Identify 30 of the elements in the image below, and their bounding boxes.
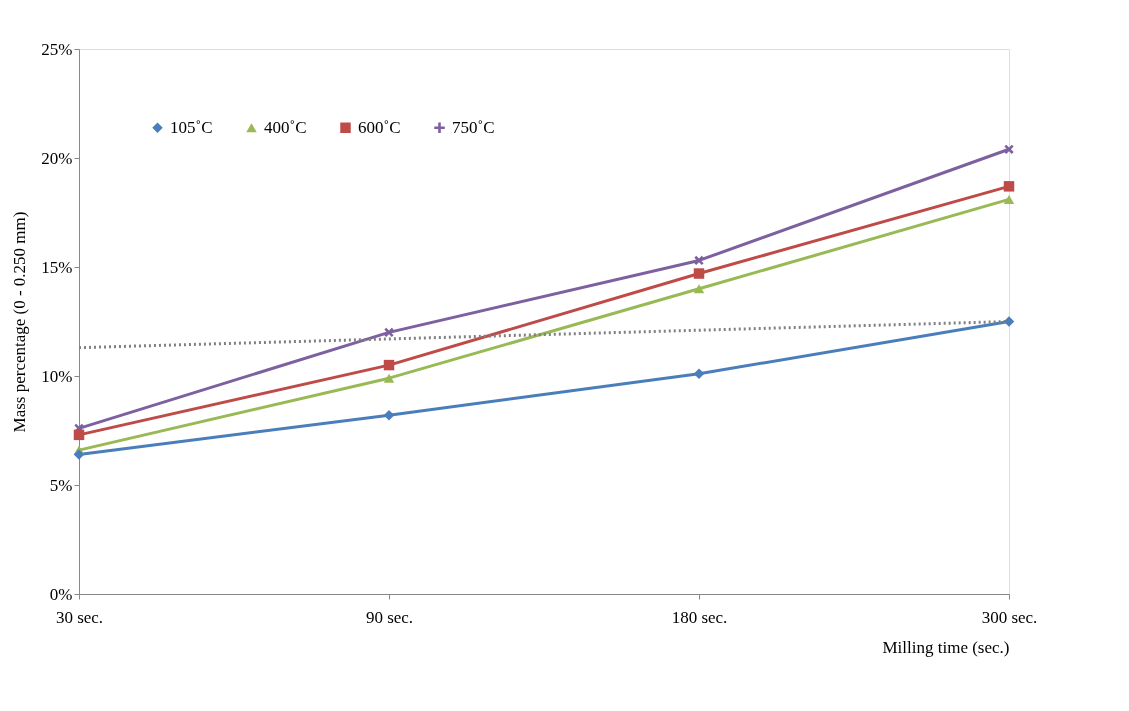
- point: [1003, 316, 1015, 327]
- point: [383, 410, 395, 421]
- y-tick-label: 20%: [41, 148, 73, 168]
- y-tick-label: 15%: [41, 257, 73, 277]
- point: [73, 429, 85, 441]
- y-tick-label: 10%: [41, 366, 73, 386]
- point: [383, 359, 395, 371]
- point: [693, 368, 705, 380]
- x-tick-label: 180 sec.: [671, 607, 728, 627]
- legend-label: 600˚C: [358, 117, 401, 137]
- point: [1004, 144, 1014, 154]
- x-tick-label: 300 sec.: [981, 607, 1038, 627]
- y-tick-label: 0%: [49, 584, 73, 604]
- point: [694, 255, 704, 266]
- legend-label: 750˚C: [452, 117, 495, 137]
- point: [384, 327, 394, 338]
- point: [1003, 194, 1015, 204]
- y-axis-title: Mass percentage (0 - 0.250 mm): [10, 211, 30, 433]
- y-tick-label: 25%: [41, 39, 73, 59]
- point: [693, 284, 705, 294]
- point: [1003, 181, 1015, 192]
- legend-label: 400˚C: [264, 117, 307, 137]
- legend-label: 105˚C: [170, 117, 213, 137]
- x-tick-label: 90 sec.: [365, 607, 414, 627]
- x-axis-title: Milling time (sec.): [882, 637, 1010, 657]
- point: [383, 373, 395, 383]
- point: [73, 449, 85, 460]
- point: [693, 268, 705, 279]
- y-tick-label: 5%: [49, 475, 73, 495]
- x-tick-label: 30 sec.: [55, 607, 104, 627]
